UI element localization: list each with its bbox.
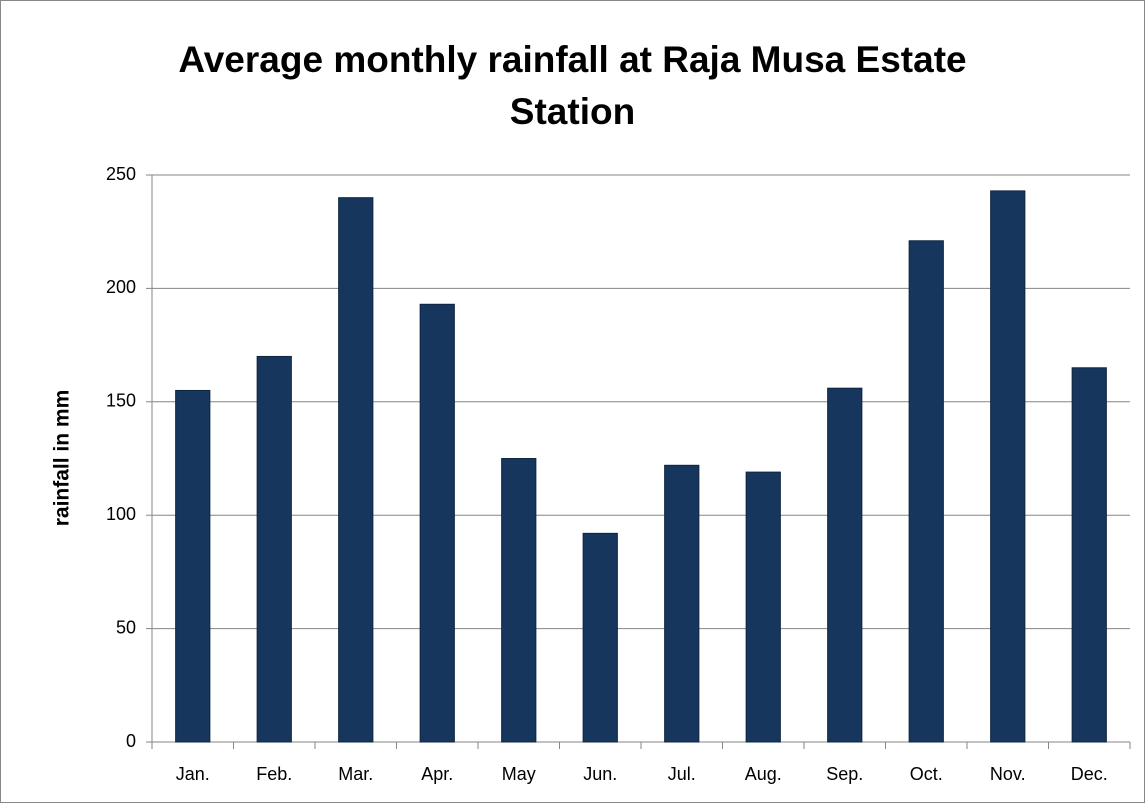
bar xyxy=(175,389,211,743)
bar xyxy=(908,240,944,743)
bar xyxy=(501,458,537,743)
y-tick-label: 0 xyxy=(126,731,136,751)
bar xyxy=(419,303,455,743)
x-tick-label: Apr. xyxy=(421,764,453,784)
bar xyxy=(256,355,292,743)
y-axis-label: rainfall in mm xyxy=(51,390,74,527)
y-tick-label: 250 xyxy=(106,164,136,184)
bar xyxy=(582,532,618,743)
bar xyxy=(990,190,1026,743)
bar xyxy=(827,387,863,743)
x-tick-label: Oct. xyxy=(910,764,943,784)
bar xyxy=(338,197,374,743)
y-tick-label: 100 xyxy=(106,504,136,524)
x-tick-label: May xyxy=(502,764,536,784)
bar xyxy=(745,471,781,743)
x-tick-label: Jul. xyxy=(668,764,696,784)
x-tick-label: Aug. xyxy=(745,764,782,784)
x-tick-label: Feb. xyxy=(256,764,292,784)
y-tick-label: 50 xyxy=(116,617,136,637)
chart-title: Average monthly rainfall at Raja Musa Es… xyxy=(178,39,967,132)
y-tick-label: 150 xyxy=(106,391,136,411)
bar xyxy=(664,464,700,743)
x-tick-label: Sep. xyxy=(826,764,863,784)
y-tick-label: 200 xyxy=(106,277,136,297)
bar xyxy=(1071,367,1107,743)
x-tick-label: Nov. xyxy=(990,764,1026,784)
x-tick-label: Dec. xyxy=(1071,764,1108,784)
x-tick-label: Jan. xyxy=(176,764,210,784)
x-tick-label: Mar. xyxy=(338,764,373,784)
x-tick-label: Jun. xyxy=(583,764,617,784)
